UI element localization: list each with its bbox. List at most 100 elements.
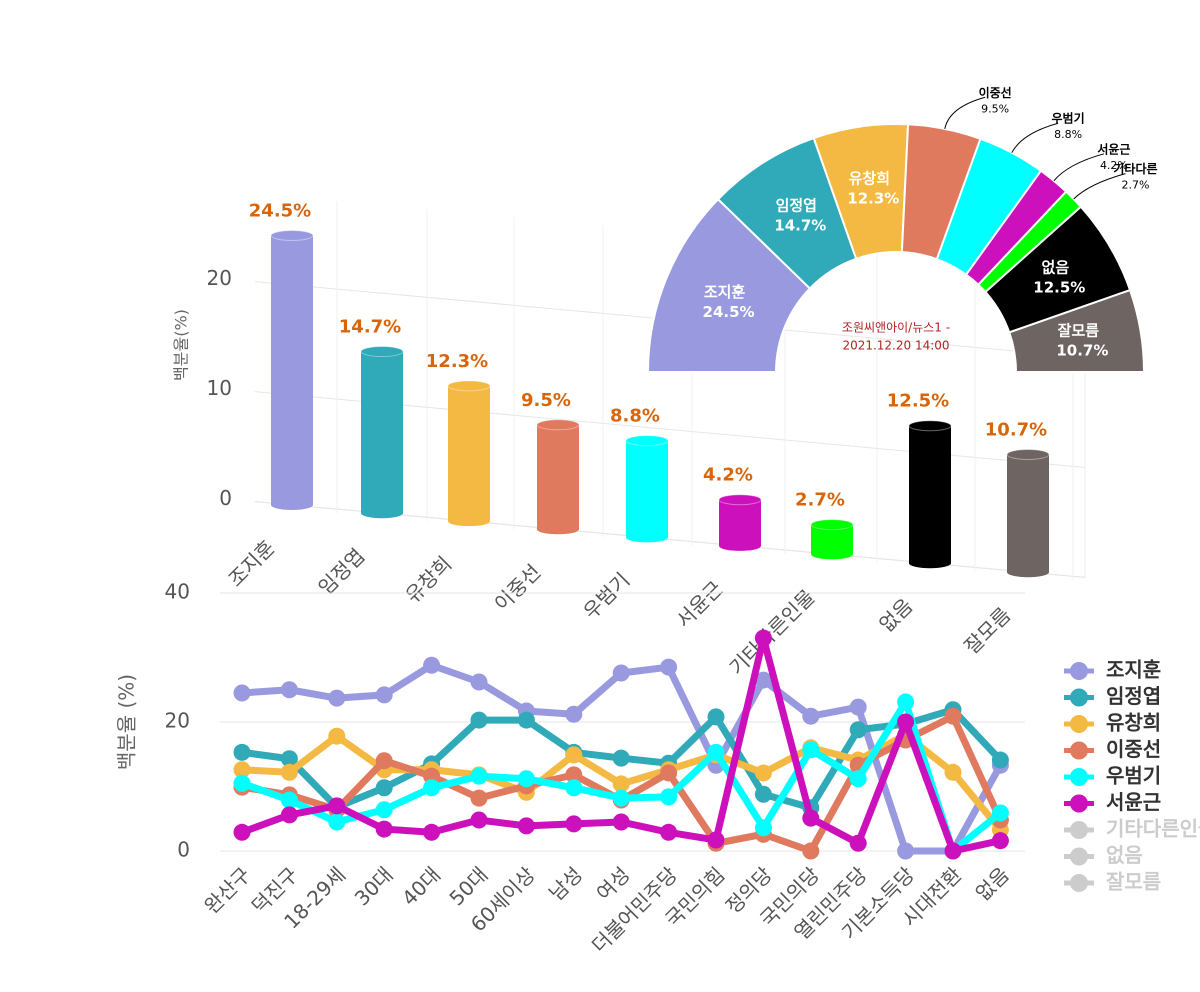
series-point bbox=[565, 766, 583, 784]
series-point bbox=[612, 664, 630, 682]
bar bbox=[625, 435, 669, 543]
bar-body bbox=[537, 424, 579, 535]
x-tick-label: 우범기 bbox=[578, 568, 634, 624]
series-point bbox=[991, 751, 1009, 769]
slice-value-label: 14.7% bbox=[774, 217, 826, 235]
y-tick-label: 20 bbox=[207, 266, 232, 290]
series-point bbox=[944, 842, 962, 860]
series-point bbox=[707, 708, 725, 726]
legend-label: 잘모름 bbox=[1106, 870, 1161, 894]
bar-top bbox=[1006, 448, 1050, 460]
y-axis-title: 백분율(%) bbox=[172, 309, 191, 381]
series-point bbox=[423, 779, 441, 797]
slice-label: 잘모름 bbox=[1058, 322, 1100, 340]
series-point bbox=[375, 801, 393, 819]
legend-label: 기타다른인물 bbox=[1106, 817, 1200, 841]
series-point bbox=[470, 673, 488, 691]
series-point bbox=[328, 813, 346, 831]
legend-swatch bbox=[1070, 821, 1088, 839]
series-point bbox=[328, 689, 346, 707]
series-point bbox=[991, 804, 1009, 822]
series-point bbox=[802, 741, 820, 759]
slice-value-label: 24.5% bbox=[703, 303, 755, 321]
data-label: 8.8% bbox=[610, 406, 660, 427]
bar-top bbox=[360, 346, 404, 358]
series-point bbox=[612, 775, 630, 793]
series-point bbox=[565, 705, 583, 723]
series-point bbox=[565, 746, 583, 764]
bar bbox=[1006, 448, 1050, 578]
series-point bbox=[849, 770, 867, 788]
series-point bbox=[612, 813, 630, 831]
bar bbox=[718, 494, 762, 551]
series-point bbox=[660, 658, 678, 676]
leader-line bbox=[1073, 173, 1126, 200]
series-point bbox=[565, 779, 583, 797]
bar-top bbox=[625, 435, 669, 447]
legend-swatch bbox=[1070, 715, 1088, 733]
series-point bbox=[517, 817, 535, 835]
slice-value-label: 12.5% bbox=[1033, 278, 1085, 296]
series-point bbox=[375, 779, 393, 797]
slice-value-label: 4.2% bbox=[1100, 159, 1128, 172]
x-tick-label: 잘모름 bbox=[959, 603, 1015, 659]
series-point bbox=[233, 761, 251, 779]
data-label: 4.2% bbox=[703, 465, 753, 486]
bar-top bbox=[908, 420, 952, 432]
y-tick-label: 0 bbox=[177, 838, 190, 862]
series-point bbox=[470, 767, 488, 785]
slice-label: 없음 bbox=[1042, 258, 1070, 276]
series-point bbox=[944, 707, 962, 725]
x-tick-label: 30대 bbox=[350, 862, 398, 910]
series-point bbox=[328, 727, 346, 745]
series-point bbox=[280, 681, 298, 699]
x-tick-label: 40대 bbox=[397, 862, 445, 910]
data-label: 10.7% bbox=[985, 419, 1047, 440]
legend-swatch bbox=[1070, 794, 1088, 813]
series-point bbox=[991, 832, 1009, 850]
series-point bbox=[280, 806, 298, 824]
series-point bbox=[660, 788, 678, 806]
series-point bbox=[897, 693, 915, 711]
slice-label: 이중선 bbox=[979, 85, 1012, 100]
y-axis-title: 백분율 (%) bbox=[115, 674, 139, 770]
slice-label: 임정엽 bbox=[776, 197, 817, 215]
series-point bbox=[897, 713, 915, 731]
legend-swatch bbox=[1070, 847, 1088, 866]
bar-body bbox=[361, 351, 403, 519]
data-label: 14.7% bbox=[339, 317, 401, 338]
slice-label: 조지훈 bbox=[704, 283, 746, 301]
series-point bbox=[233, 774, 251, 792]
source-note: 2021.12.20 14:00 bbox=[842, 339, 949, 353]
bar bbox=[536, 419, 580, 535]
bar bbox=[360, 346, 404, 519]
series-point bbox=[754, 764, 772, 782]
bar bbox=[810, 519, 854, 560]
slice-label: 유창희 bbox=[849, 169, 890, 187]
source-note: 조원씨앤아이/뉴스1 - bbox=[842, 321, 950, 335]
leader-line bbox=[1053, 153, 1105, 182]
data-label: 12.5% bbox=[887, 391, 949, 412]
legend-label: 우범기 bbox=[1106, 764, 1161, 788]
series-point bbox=[754, 785, 772, 803]
series-point bbox=[849, 834, 867, 852]
legend-swatch bbox=[1070, 662, 1088, 680]
data-label: 9.5% bbox=[521, 390, 571, 411]
slice-value-label: 2.7% bbox=[1121, 179, 1149, 192]
series-point bbox=[944, 763, 962, 781]
legend-label: 서윤근 bbox=[1106, 790, 1161, 814]
series-point bbox=[470, 789, 488, 807]
legend-label: 없음 bbox=[1106, 843, 1143, 867]
series-point bbox=[470, 811, 488, 829]
bar-body bbox=[811, 524, 853, 560]
slice-label: 우범기 bbox=[1052, 111, 1085, 126]
bar bbox=[908, 420, 952, 569]
series-point bbox=[612, 749, 630, 767]
legend-label: 조지훈 bbox=[1106, 658, 1161, 682]
series-point bbox=[660, 764, 678, 782]
legend-swatch bbox=[1070, 874, 1088, 892]
leader-line bbox=[944, 96, 986, 129]
legend-label: 임정엽 bbox=[1106, 684, 1161, 708]
y-tick-label: 0 bbox=[219, 486, 232, 510]
